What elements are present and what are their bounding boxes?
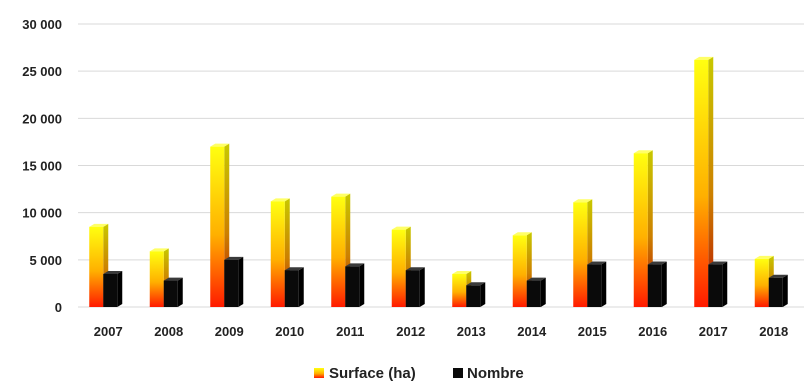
x-tick-label: 2009	[215, 324, 244, 339]
y-tick-label: 10 000	[22, 206, 62, 221]
x-tick-label: 2016	[638, 324, 667, 339]
x-tick-label: 2014	[517, 324, 547, 339]
bar-nombre	[647, 261, 667, 307]
x-tick-label: 2007	[94, 324, 123, 339]
y-tick-label: 25 000	[22, 64, 62, 79]
bar-nombre	[768, 274, 788, 307]
y-axis-ticks: 0 5 000 10 000 15 000 20 000 25 000 30 000	[22, 17, 62, 315]
bars	[89, 56, 788, 308]
bar-nombre	[708, 261, 728, 307]
x-tick-label: 2017	[699, 324, 728, 339]
bar-nombre	[526, 277, 546, 307]
gridlines	[78, 23, 804, 308]
x-tick-label: 2013	[457, 324, 486, 339]
legend-label-surface: Surface (ha)	[329, 365, 416, 382]
x-tick-label: 2008	[154, 324, 183, 339]
bar-nombre	[466, 282, 486, 307]
legend: Surface (ha) Nombre	[314, 365, 524, 382]
bar-nombre	[345, 263, 365, 307]
y-tick-label: 0	[55, 300, 62, 315]
y-tick-label: 20 000	[22, 111, 62, 126]
bar-surface	[512, 232, 532, 307]
legend-label-nombre: Nombre	[467, 365, 524, 382]
x-tick-label: 2015	[578, 324, 607, 339]
y-tick-label: 30 000	[22, 17, 62, 32]
y-tick-label: 15 000	[22, 159, 62, 174]
bar-nombre	[224, 256, 244, 307]
x-tick-label: 2012	[396, 324, 425, 339]
bar-nombre	[103, 270, 123, 307]
x-tick-label: 2018	[759, 324, 788, 339]
x-tick-label: 2010	[275, 324, 304, 339]
x-axis-ticks: 2007 2008 2009 2010 2011 2012 2013 2014 2015 2016…	[94, 324, 788, 339]
legend-swatch-nombre	[453, 368, 463, 378]
y-tick-label: 5 000	[29, 253, 62, 268]
bar-nombre	[587, 261, 607, 307]
bar-nombre	[284, 267, 304, 307]
bar-nombre	[163, 277, 183, 307]
x-tick-label: 2011	[336, 324, 364, 339]
legend-swatch-surface	[314, 368, 324, 378]
bar-surface	[694, 56, 714, 308]
bar-nombre	[405, 267, 425, 307]
